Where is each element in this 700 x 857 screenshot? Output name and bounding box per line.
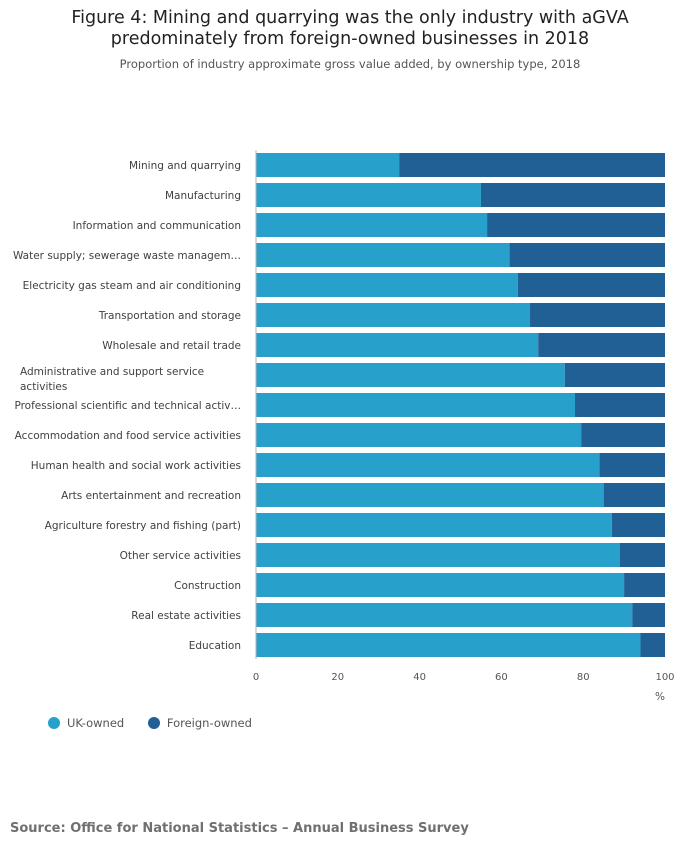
legend-swatch-uk-owned — [48, 717, 60, 729]
legend: UK-owned Foreign-owned — [48, 716, 272, 732]
x-tick-label: 0 — [253, 672, 259, 683]
bar-foreign-owned-accommodation-and-food-service-activities — [581, 423, 665, 447]
bar-uk-owned-water-supply-sewerage-waste-managem — [256, 243, 510, 267]
bar-foreign-owned-water-supply-sewerage-waste-managem — [509, 243, 665, 267]
chart-title-line1: Figure 4: Mining and quarrying was the o… — [71, 8, 629, 28]
bar-uk-owned-education — [256, 633, 641, 657]
bar-uk-owned-other-service-activities — [256, 543, 621, 567]
bar-uk-owned-manufacturing — [256, 183, 481, 207]
legend-label-uk-owned: UK-owned — [67, 716, 125, 730]
bar-foreign-owned-transportation-and-storage — [530, 303, 665, 327]
category-label: Mining and quarrying — [129, 160, 241, 172]
legend-swatch-foreign-owned — [147, 717, 160, 729]
bar-uk-owned-administrative-and-support-service-activities — [256, 363, 565, 387]
bar-uk-owned-human-health-and-social-work-activities — [256, 453, 600, 477]
bar-uk-owned-electricity-gas-steam-and-air-conditioning — [256, 273, 518, 297]
category-label: Real estate activities — [131, 610, 241, 622]
x-axis-label: % — [655, 691, 665, 703]
bar-uk-owned-construction — [256, 573, 625, 597]
category-label: Information and communication — [73, 220, 241, 232]
bar-foreign-owned-information-and-communication — [487, 213, 665, 237]
legend-label-foreign-owned: Foreign-owned — [166, 716, 252, 730]
category-label: Manufacturing — [165, 190, 241, 202]
chart-subtitle: Proportion of industry approximate gross… — [119, 57, 581, 71]
x-tick-label: 100 — [655, 672, 674, 683]
bar-foreign-owned-agriculture-forestry-and-fishing-part — [611, 513, 665, 537]
bar-foreign-owned-education — [640, 633, 665, 657]
category-label: Wholesale and retail trade — [102, 340, 241, 352]
legend-item-uk-owned: UK-owned — [48, 716, 124, 730]
bar-uk-owned-transportation-and-storage — [256, 303, 531, 327]
category-label: Other service activities — [120, 550, 241, 562]
x-tick-label: 40 — [413, 672, 426, 683]
bar-foreign-owned-manufacturing — [480, 183, 665, 207]
bar-foreign-owned-human-health-and-social-work-activities — [599, 453, 665, 477]
x-tick-label: 80 — [577, 672, 590, 683]
bar-uk-owned-wholesale-and-retail-trade — [256, 333, 539, 357]
x-tick-label: 20 — [331, 672, 344, 683]
bar-foreign-owned-arts-entertainment-and-recreation — [603, 483, 665, 507]
bar-foreign-owned-mining-and-quarrying — [399, 153, 665, 177]
category-label: Construction — [174, 580, 241, 592]
chart-title-line2: predominately from foreign-owned busines… — [110, 29, 590, 49]
category-label: Administrative and support service activi… — [20, 366, 204, 393]
bar-uk-owned-arts-entertainment-and-recreation — [256, 483, 604, 507]
bar-uk-owned-real-estate-activities — [256, 603, 633, 627]
bar-uk-owned-information-and-communication — [256, 213, 488, 237]
category-label: Electricity gas steam and air conditioni… — [23, 280, 241, 292]
category-label: Agriculture forestry and fishing (part) — [45, 520, 241, 532]
source-note: Source: Office for National Statistics –… — [10, 821, 469, 836]
bar-foreign-owned-other-service-activities — [620, 543, 665, 567]
x-tick-label: 60 — [495, 672, 508, 683]
legend-item-foreign-owned: Foreign-owned — [147, 716, 252, 730]
bar-foreign-owned-administrative-and-support-service-activities — [564, 363, 665, 387]
category-label: Human health and social work activities — [31, 460, 241, 472]
category-label: Professional scientific and technical ac… — [14, 400, 241, 412]
bar-uk-owned-mining-and-quarrying — [256, 153, 400, 177]
category-label: Transportation and storage — [98, 310, 241, 322]
bar-foreign-owned-electricity-gas-steam-and-air-conditioning — [517, 273, 665, 297]
bar-foreign-owned-professional-scientific-and-technical-activ — [575, 393, 665, 417]
bar-uk-owned-accommodation-and-food-service-activities — [256, 423, 582, 447]
bar-uk-owned-professional-scientific-and-technical-activ — [256, 393, 576, 417]
category-label: Arts entertainment and recreation — [61, 490, 241, 502]
category-label: Education — [189, 640, 241, 652]
category-label: Accommodation and food service activitie… — [15, 430, 241, 442]
category-label: Water supply; sewerage waste managem… — [13, 250, 241, 262]
bar-uk-owned-agriculture-forestry-and-fishing-part — [256, 513, 612, 537]
bar-foreign-owned-real-estate-activities — [632, 603, 665, 627]
bar-foreign-owned-construction — [624, 573, 665, 597]
bar-foreign-owned-wholesale-and-retail-trade — [538, 333, 665, 357]
chart-title: Figure 4: Mining and quarrying was the o… — [0, 8, 700, 50]
